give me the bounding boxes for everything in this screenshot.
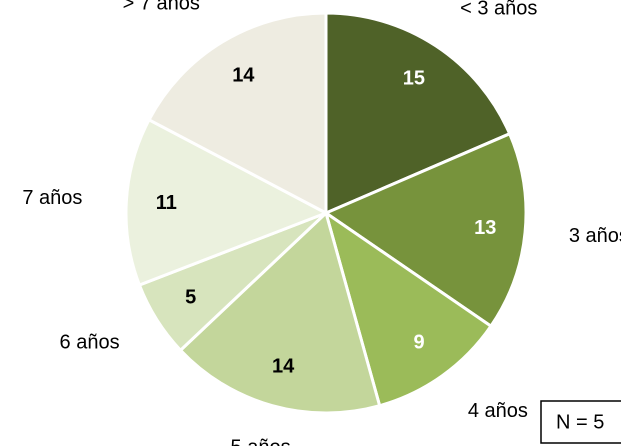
annotation: N = 5 [556, 411, 604, 433]
category-label: 7 años [22, 187, 82, 209]
data-label: 14 [272, 355, 295, 377]
data-label: 14 [232, 64, 255, 86]
annotation-box [540, 400, 621, 444]
category-label: 5 años [231, 436, 291, 446]
category-label: < 3 años [460, 0, 537, 19]
data-label: 9 [413, 331, 424, 353]
data-label: 11 [156, 192, 177, 214]
data-label: 5 [185, 287, 196, 309]
pie [124, 11, 528, 415]
category-label: > 7 años [123, 0, 200, 14]
data-label: 15 [403, 68, 425, 90]
slice [124, 117, 330, 287]
data-label: 13 [474, 217, 496, 239]
category-label: 4 años [468, 400, 528, 422]
slice [322, 131, 528, 329]
category-label: 3 años [569, 225, 621, 247]
slice [324, 11, 512, 216]
category-label: 6 años [60, 331, 120, 353]
slice [147, 11, 328, 216]
slice [178, 210, 382, 415]
